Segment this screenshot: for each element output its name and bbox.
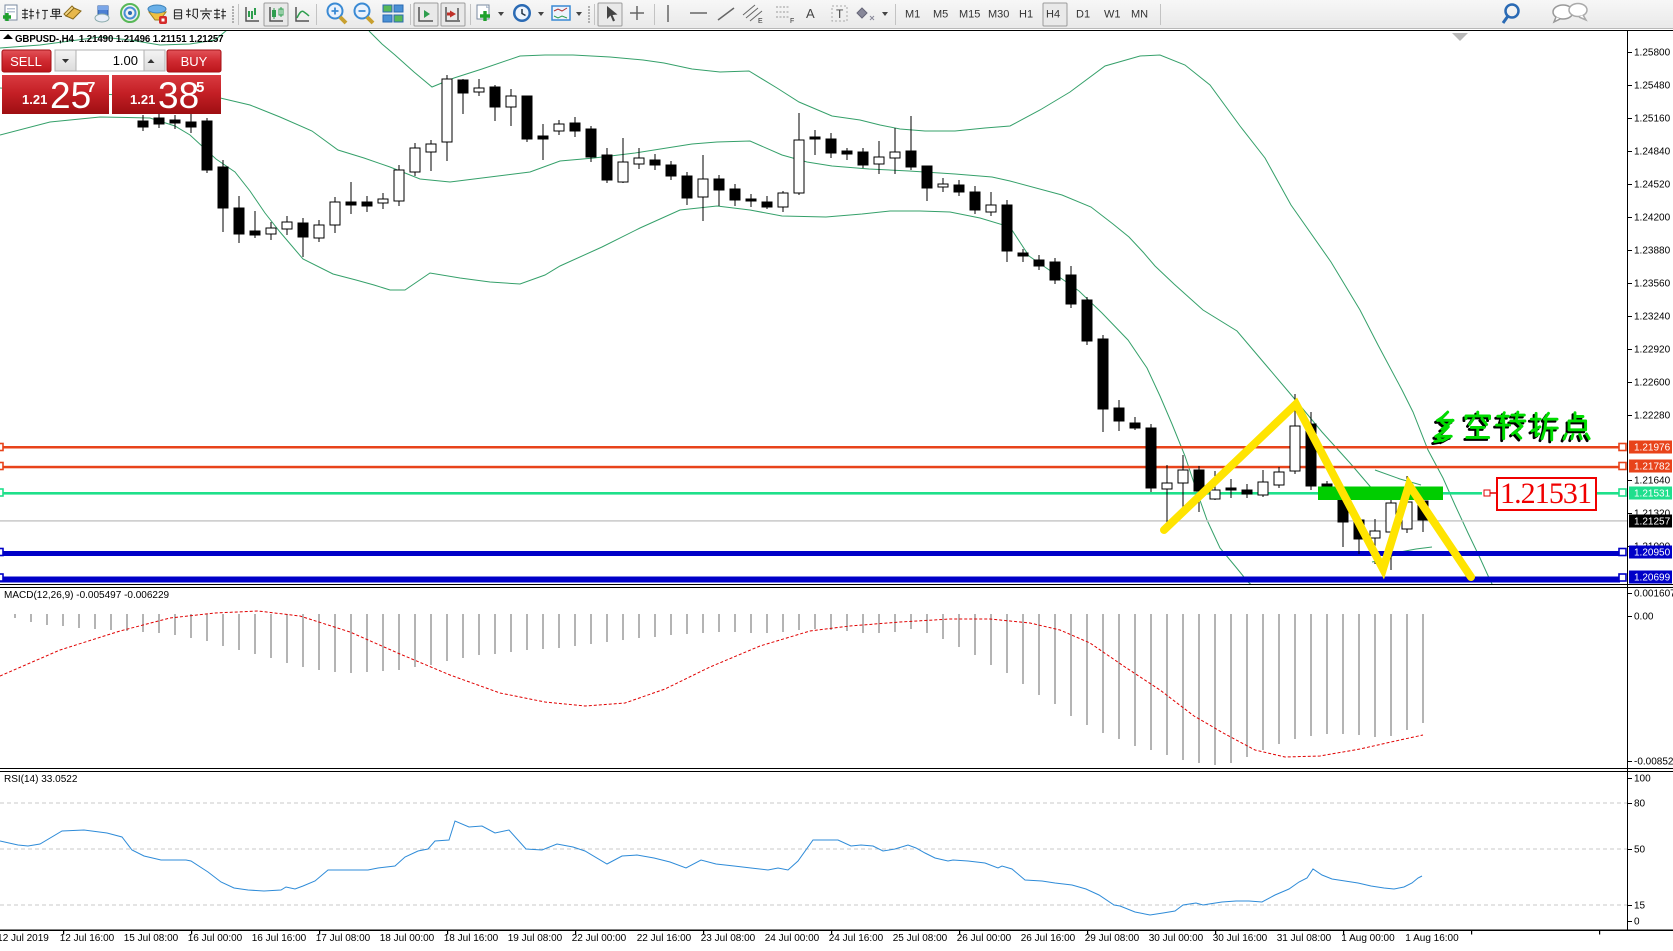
svg-text:5: 5 bbox=[196, 79, 204, 96]
svg-text:E: E bbox=[758, 18, 763, 25]
svg-text:-0.008522: -0.008522 bbox=[1634, 757, 1673, 768]
svg-text:MN: MN bbox=[1131, 9, 1148, 21]
svg-text:H1: H1 bbox=[1019, 9, 1033, 21]
svg-text:M15: M15 bbox=[959, 9, 980, 21]
svg-text:D1: D1 bbox=[1076, 9, 1090, 21]
svg-text:16 Jul 00:00: 16 Jul 00:00 bbox=[188, 933, 243, 944]
svg-text:1.21640: 1.21640 bbox=[1634, 476, 1671, 487]
svg-text:17 Jul 08:00: 17 Jul 08:00 bbox=[316, 933, 371, 944]
svg-text:1.21: 1.21 bbox=[22, 92, 47, 107]
svg-text:1.25800: 1.25800 bbox=[1634, 48, 1671, 59]
svg-text:19 Jul 08:00: 19 Jul 08:00 bbox=[508, 933, 563, 944]
svg-text:100: 100 bbox=[1634, 774, 1651, 785]
svg-text:29 Jul 08:00: 29 Jul 08:00 bbox=[1085, 933, 1140, 944]
svg-text:1.00: 1.00 bbox=[113, 53, 138, 68]
svg-text:0.001607: 0.001607 bbox=[1634, 589, 1673, 600]
svg-text:M1: M1 bbox=[905, 9, 920, 21]
svg-text:1.22920: 1.22920 bbox=[1634, 345, 1671, 356]
svg-text:24 Jul 16:00: 24 Jul 16:00 bbox=[829, 933, 884, 944]
svg-text:1.20950: 1.20950 bbox=[1634, 548, 1671, 559]
svg-text:30 Jul 16:00: 30 Jul 16:00 bbox=[1213, 933, 1268, 944]
svg-text:1.25480: 1.25480 bbox=[1634, 81, 1671, 92]
svg-text:15 Jul 08:00: 15 Jul 08:00 bbox=[124, 933, 179, 944]
svg-text:M5: M5 bbox=[933, 9, 948, 21]
svg-text:1.24840: 1.24840 bbox=[1634, 147, 1671, 158]
svg-text:BUY: BUY bbox=[181, 54, 208, 69]
svg-text:18 Jul 16:00: 18 Jul 16:00 bbox=[444, 933, 499, 944]
svg-text:26 Jul 16:00: 26 Jul 16:00 bbox=[1021, 933, 1076, 944]
svg-text:7: 7 bbox=[87, 79, 95, 96]
svg-text:1.20699: 1.20699 bbox=[1634, 573, 1671, 584]
svg-text:38: 38 bbox=[158, 75, 199, 116]
svg-text:F: F bbox=[790, 18, 794, 25]
svg-text:H4: H4 bbox=[1046, 9, 1060, 21]
svg-text:1.21: 1.21 bbox=[130, 92, 155, 107]
svg-text:0.00: 0.00 bbox=[1634, 612, 1654, 623]
svg-text:25: 25 bbox=[50, 75, 91, 116]
svg-text:18 Jul 00:00: 18 Jul 00:00 bbox=[380, 933, 435, 944]
svg-text:31 Jul 08:00: 31 Jul 08:00 bbox=[1277, 933, 1332, 944]
svg-text:1.22280: 1.22280 bbox=[1634, 411, 1671, 422]
svg-text:1 Aug 16:00: 1 Aug 16:00 bbox=[1405, 933, 1459, 944]
svg-text:80: 80 bbox=[1634, 799, 1646, 810]
svg-text:MACD(12,26,9) -0.005497 -0.006: MACD(12,26,9) -0.005497 -0.006229 bbox=[4, 590, 170, 601]
svg-text:T: T bbox=[836, 7, 844, 21]
svg-text:24 Jul 00:00: 24 Jul 00:00 bbox=[765, 933, 820, 944]
svg-text:26 Jul 00:00: 26 Jul 00:00 bbox=[957, 933, 1012, 944]
svg-text:16 Jul 16:00: 16 Jul 16:00 bbox=[252, 933, 307, 944]
svg-text:1.23560: 1.23560 bbox=[1634, 279, 1671, 290]
svg-text:50: 50 bbox=[1634, 845, 1646, 856]
svg-text:1.22600: 1.22600 bbox=[1634, 378, 1671, 389]
svg-text:RSI(14) 33.0522: RSI(14) 33.0522 bbox=[4, 774, 78, 785]
svg-text:22 Jul 00:00: 22 Jul 00:00 bbox=[572, 933, 627, 944]
svg-text:25 Jul 08:00: 25 Jul 08:00 bbox=[893, 933, 948, 944]
svg-text:12 Jul 16:00: 12 Jul 16:00 bbox=[60, 933, 115, 944]
svg-text:22 Jul 16:00: 22 Jul 16:00 bbox=[637, 933, 692, 944]
svg-text:1.21257: 1.21257 bbox=[1634, 517, 1671, 528]
svg-text:1.24200: 1.24200 bbox=[1634, 213, 1671, 224]
svg-text:0: 0 bbox=[1634, 917, 1640, 928]
svg-text:1.21531: 1.21531 bbox=[1500, 477, 1592, 510]
svg-text:1.21320: 1.21320 bbox=[1634, 509, 1671, 520]
svg-text:GBPUSD-,H4 1.21490 1.21496 1.: GBPUSD-,H4 1.21490 1.21496 1.21151 1.212… bbox=[15, 34, 223, 45]
svg-text:12 Jul 2019: 12 Jul 2019 bbox=[0, 933, 49, 944]
svg-text:1.23240: 1.23240 bbox=[1634, 312, 1671, 323]
svg-text:1.21782: 1.21782 bbox=[1634, 462, 1671, 473]
svg-text:M30: M30 bbox=[988, 9, 1009, 21]
svg-text:1.21531: 1.21531 bbox=[1634, 489, 1671, 500]
svg-text:15: 15 bbox=[1634, 901, 1646, 912]
svg-text:1.23880: 1.23880 bbox=[1634, 246, 1671, 257]
svg-text:1.21976: 1.21976 bbox=[1634, 443, 1671, 454]
svg-text:SELL: SELL bbox=[10, 54, 42, 69]
svg-text:30 Jul 00:00: 30 Jul 00:00 bbox=[1149, 933, 1204, 944]
svg-text:1.25160: 1.25160 bbox=[1634, 114, 1671, 125]
svg-text:W1: W1 bbox=[1104, 9, 1121, 21]
svg-text:1 Aug 00:00: 1 Aug 00:00 bbox=[1341, 933, 1395, 944]
svg-text:A: A bbox=[806, 6, 815, 21]
svg-text:1.24520: 1.24520 bbox=[1634, 180, 1671, 191]
svg-text:23 Jul 08:00: 23 Jul 08:00 bbox=[701, 933, 756, 944]
